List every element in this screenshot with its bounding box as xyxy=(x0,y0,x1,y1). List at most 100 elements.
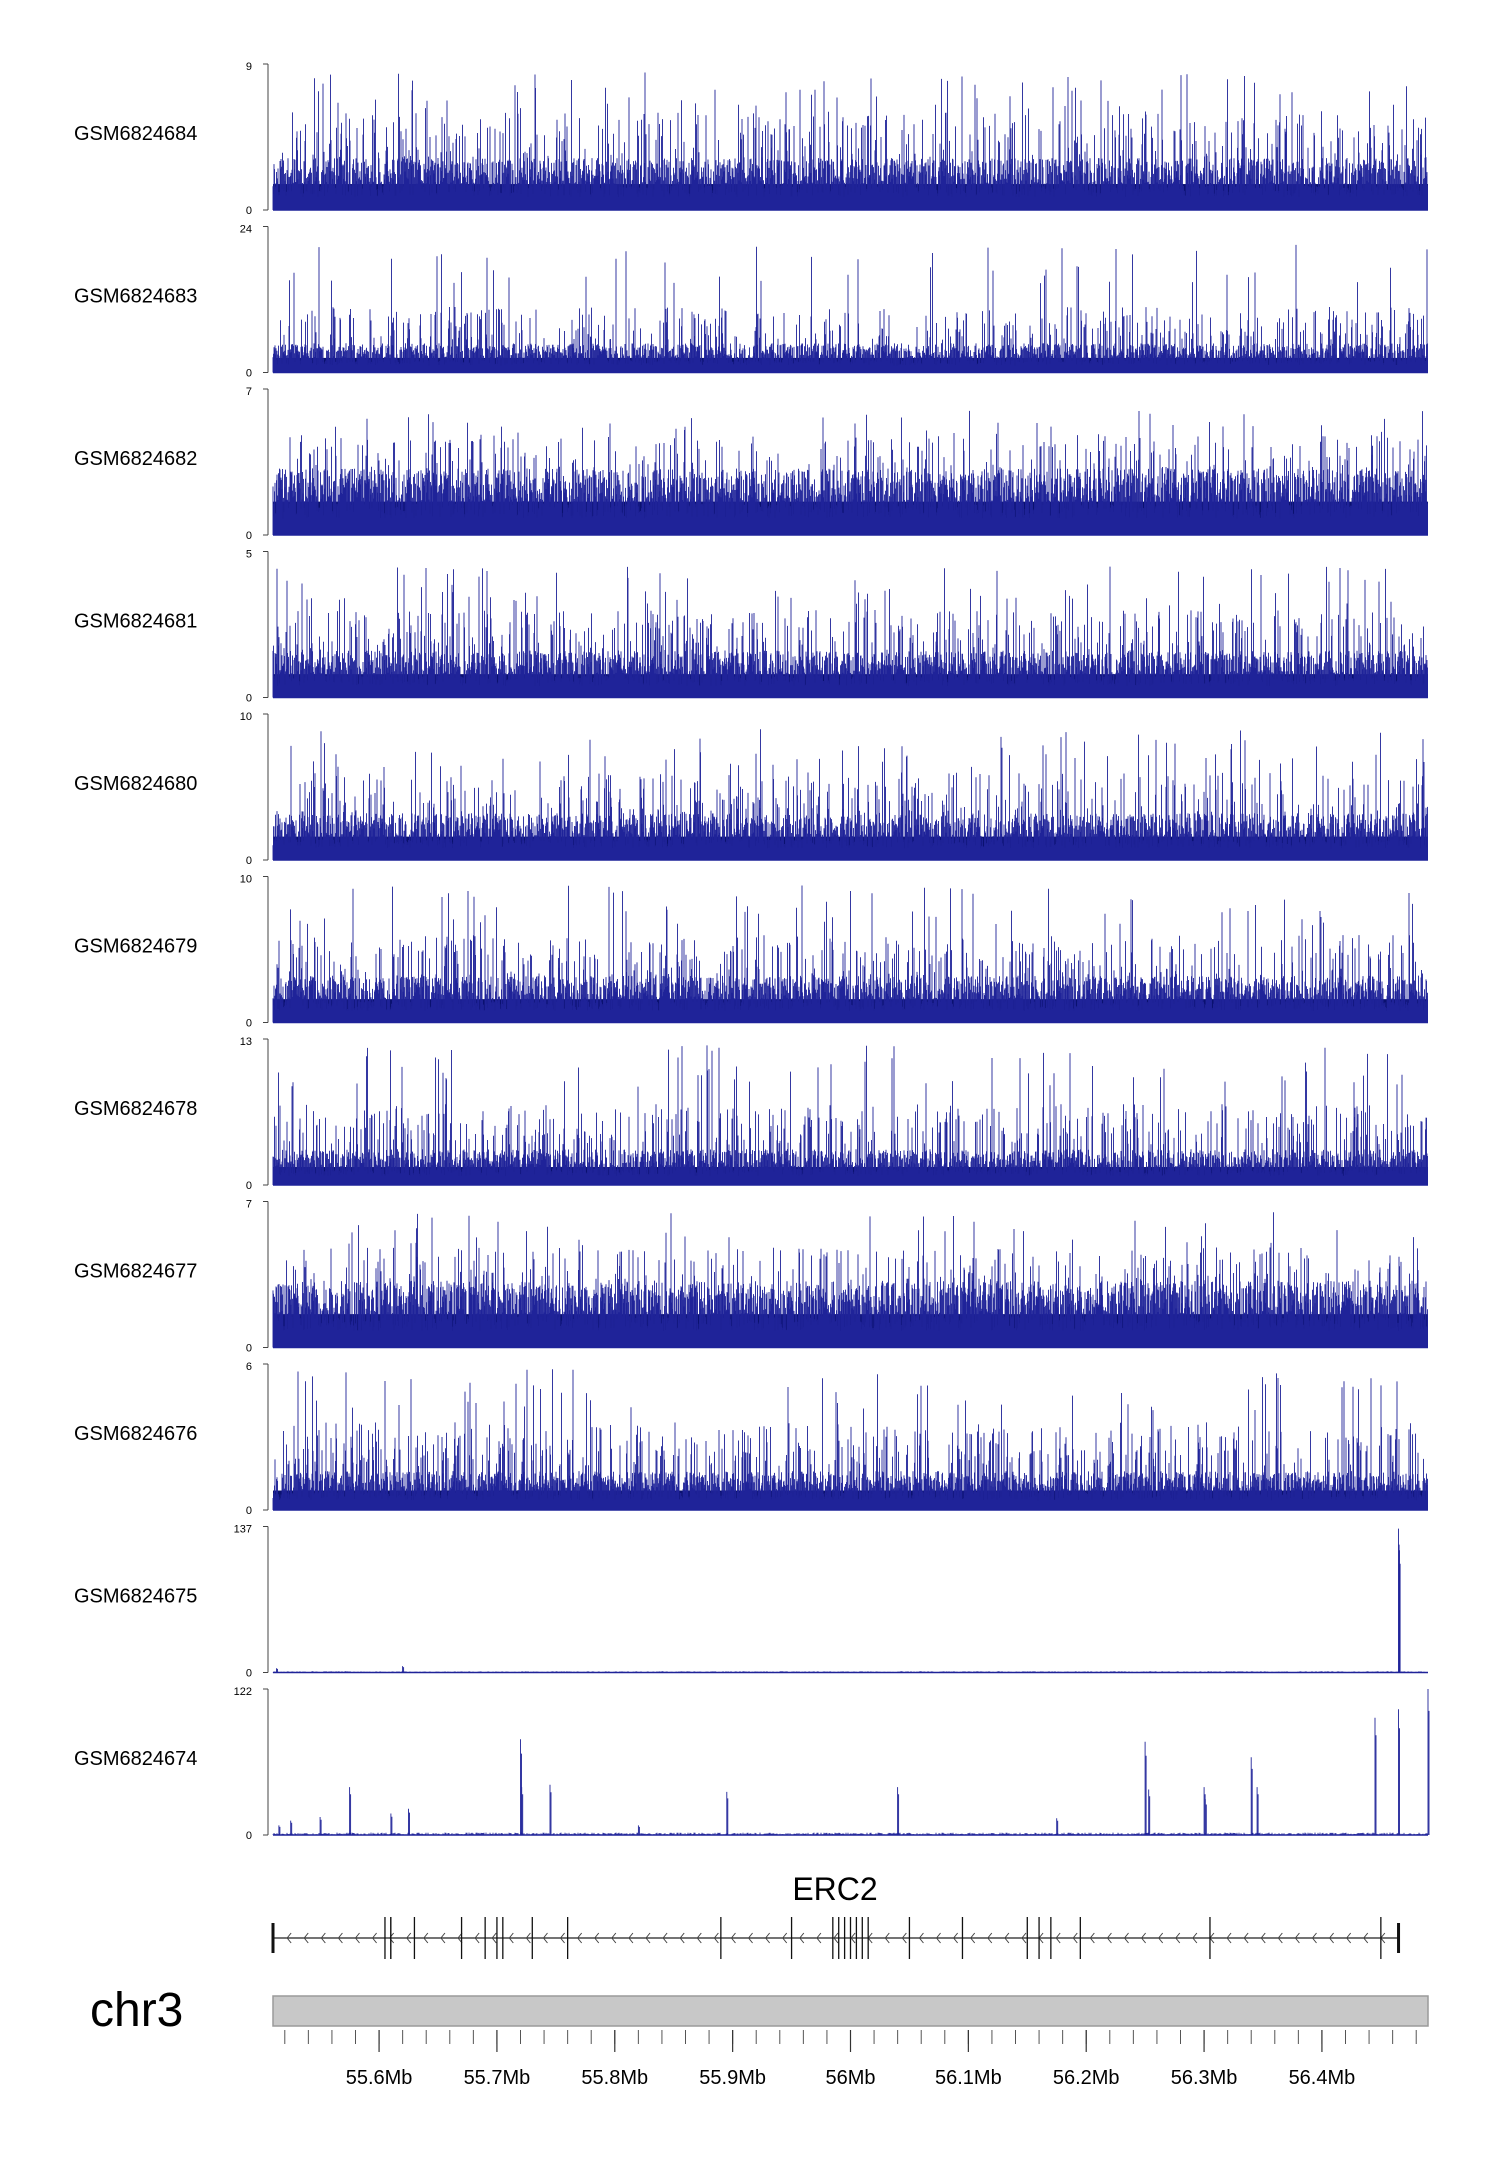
track-ymax: 13 xyxy=(240,1036,252,1048)
strand-arrow xyxy=(1123,1932,1129,1944)
track-GSM6824678: GSM6824678 13 0 xyxy=(74,1036,1428,1192)
track-label: GSM6824681 xyxy=(74,610,197,632)
gene-name: ERC2 xyxy=(792,1871,877,1907)
strand-arrow xyxy=(457,1932,463,1944)
track-ymax: 10 xyxy=(240,874,252,886)
x-tick-label: 56Mb xyxy=(825,2067,875,2089)
track-ymin: 0 xyxy=(246,855,252,867)
strand-arrow xyxy=(508,1932,514,1944)
track-label: GSM6824682 xyxy=(74,448,197,470)
strand-arrow xyxy=(952,1932,959,1944)
chromosome-band xyxy=(272,1995,1429,2027)
signal-bars xyxy=(272,410,1428,535)
strand-arrow xyxy=(525,1932,531,1944)
x-tick-label: 56.1Mb xyxy=(935,2067,1002,2089)
track-label: GSM6824684 xyxy=(74,123,197,145)
strand-arrow xyxy=(782,1932,788,1944)
strand-arrow xyxy=(320,1932,326,1944)
track-ymin: 0 xyxy=(246,530,252,542)
chromosome-ideogram: chr3 xyxy=(90,1984,1429,2037)
strand-arrow xyxy=(303,1932,309,1944)
strand-arrow xyxy=(765,1932,771,1944)
track-ymax: 5 xyxy=(246,549,252,561)
x-tick-label: 56.2Mb xyxy=(1053,2067,1120,2089)
strand-arrow xyxy=(628,1932,634,1944)
track-ymax: 7 xyxy=(246,386,252,398)
strand-arrow xyxy=(1226,1932,1232,1944)
track-ymax: 137 xyxy=(234,1524,252,1536)
track-ymin: 0 xyxy=(246,1505,252,1517)
strand-arrow xyxy=(1260,1932,1266,1944)
strand-arrow xyxy=(611,1932,617,1944)
signal-bars xyxy=(272,1045,1428,1185)
strand-arrow xyxy=(730,1932,736,1944)
strand-arrow xyxy=(1158,1932,1164,1944)
strand-arrow xyxy=(799,1932,805,1944)
strand-arrow xyxy=(1175,1932,1181,1944)
signal-bars xyxy=(272,244,1428,373)
strand-arrow xyxy=(1021,1932,1027,1944)
track-ymin: 0 xyxy=(246,1668,252,1680)
x-tick-label: 55.8Mb xyxy=(581,2067,648,2089)
signal-bars xyxy=(272,1528,1428,1673)
strand-arrow xyxy=(406,1932,412,1944)
strand-arrow xyxy=(1106,1932,1112,1944)
strand-arrow xyxy=(440,1932,446,1944)
strand-arrow xyxy=(1089,1932,1095,1944)
track-GSM6824677: GSM6824677 7 0 xyxy=(74,1199,1428,1355)
strand-arrow xyxy=(987,1932,993,1944)
strand-arrow xyxy=(713,1932,719,1944)
strand-arrow xyxy=(1192,1932,1198,1944)
track-GSM6824679: GSM6824679 10 0 xyxy=(74,874,1428,1030)
signal-bars xyxy=(272,566,1428,698)
strand-arrow xyxy=(901,1932,907,1944)
strand-arrow xyxy=(816,1932,822,1944)
track-ymax: 9 xyxy=(246,61,252,73)
x-tick-label: 55.9Mb xyxy=(699,2067,766,2089)
track-label: GSM6824676 xyxy=(74,1423,197,1445)
strand-arrow xyxy=(1363,1932,1369,1944)
strand-arrow xyxy=(1294,1932,1300,1944)
track-ymax: 24 xyxy=(240,224,252,236)
strand-arrow xyxy=(833,1932,839,1944)
strand-arrow xyxy=(542,1932,548,1944)
strand-arrow xyxy=(354,1932,360,1944)
strand-arrow xyxy=(935,1932,941,1944)
strand-arrow xyxy=(747,1932,753,1944)
track-label: GSM6824674 xyxy=(74,1748,197,1770)
strand-arrow xyxy=(577,1932,583,1944)
strand-arrow xyxy=(662,1932,668,1944)
track-GSM6824674: GSM6824674 122 0 xyxy=(74,1686,1430,1842)
track-label: GSM6824680 xyxy=(74,773,197,795)
strand-arrow xyxy=(970,1932,976,1944)
signal-bars xyxy=(272,72,1428,210)
strand-arrow xyxy=(594,1932,600,1944)
track-GSM6824676: GSM6824676 6 0 xyxy=(74,1361,1428,1517)
strand-arrow xyxy=(389,1932,395,1944)
x-tick-label: 55.6Mb xyxy=(346,2067,413,2089)
genomic-axis: 55.6Mb 55.7Mb 55.8Mb 55.9Mb 56Mb 56.1Mb 56.2Mb… xyxy=(284,2030,1417,2089)
track-label: GSM6824675 xyxy=(74,1585,197,1607)
strand-arrow xyxy=(559,1932,565,1944)
strand-arrow xyxy=(1072,1932,1078,1944)
track-ymin: 0 xyxy=(246,1018,252,1030)
signal-bars xyxy=(272,1212,1428,1348)
track-label: GSM6824678 xyxy=(74,1098,197,1120)
strand-arrow xyxy=(1311,1932,1317,1944)
strand-arrow xyxy=(286,1932,292,1944)
track-GSM6824682: GSM6824682 7 0 xyxy=(74,386,1428,542)
signal-tracks: GSM682468490GSM6824683240GSM682468270GSM… xyxy=(74,61,1430,1842)
strand-arrow xyxy=(337,1932,343,1944)
strand-arrow xyxy=(696,1932,702,1944)
x-tick-label: 56.4Mb xyxy=(1289,2067,1356,2089)
strand-arrow xyxy=(491,1932,497,1944)
track-ymin: 0 xyxy=(246,368,252,380)
signal-bars xyxy=(272,1369,1428,1510)
x-tick-label: 56.3Mb xyxy=(1171,2067,1238,2089)
x-tick-label: 55.7Mb xyxy=(464,2067,531,2089)
track-ymin: 0 xyxy=(246,1830,252,1842)
track-ymin: 0 xyxy=(246,693,252,705)
track-ymin: 0 xyxy=(246,1343,252,1355)
track-ymax: 122 xyxy=(234,1686,252,1698)
